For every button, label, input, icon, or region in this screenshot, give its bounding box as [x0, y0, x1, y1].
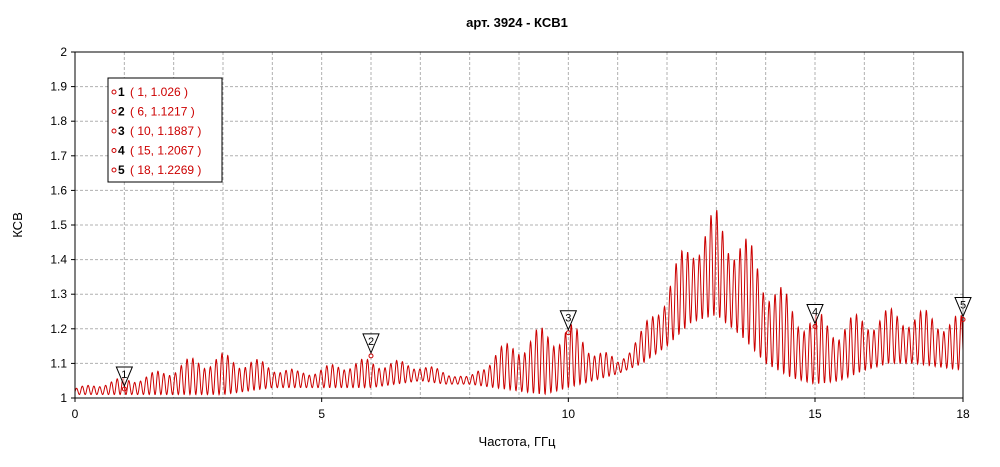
legend-box	[107, 77, 223, 183]
x-axis-label: Частота, ГГц	[479, 434, 556, 449]
chart-title: арт. 3924 - КСВ1	[466, 15, 568, 30]
x-tick-label: 18	[956, 407, 970, 421]
legend-marker-value: ( 15, 1.2067 )	[130, 144, 201, 158]
legend-marker-dot	[111, 128, 117, 134]
x-tick-label: 15	[808, 407, 822, 421]
x-tick-label: 10	[562, 407, 576, 421]
y-tick-label: 1.1	[50, 356, 67, 370]
y-axis-label: КСВ	[10, 212, 25, 238]
legend-marker-number: 2	[118, 105, 125, 119]
legend-marker-dot	[111, 109, 117, 114]
legend-marker-number: 4	[118, 144, 125, 158]
x-axis-ticks: 0 5 10 15 18	[72, 398, 970, 421]
y-axis-ticks: 1 1.1 1.2 1.3 1.4 1.5 1.6 1.7 1.8 1.9 2	[50, 45, 75, 405]
marker-triangle	[806, 303, 824, 325]
marker-number: 4	[812, 306, 818, 318]
marker-triangle	[115, 366, 134, 388]
marker-number: 2	[368, 336, 374, 348]
series-line	[74, 210, 964, 396]
legend-marker-value: ( 1, 1.026 )	[130, 85, 188, 99]
y-tick-label: 1.4	[50, 253, 67, 267]
marker-number: 3	[565, 313, 571, 325]
plot-area-frame	[74, 51, 964, 399]
marker-triangle	[362, 333, 380, 355]
y-tick-label: 1.7	[50, 149, 67, 163]
legend-marker-value: ( 10, 1.1887 )	[130, 124, 201, 138]
y-tick-label: 2	[60, 45, 67, 59]
y-tick-label: 1.6	[50, 183, 67, 197]
y-tick-label: 1.3	[50, 287, 67, 301]
y-tick-label: 1	[60, 391, 67, 405]
marker-triangle	[954, 296, 972, 318]
y-tick-label: 1.9	[50, 80, 67, 94]
markers: 1 2 3 4 5	[115, 296, 972, 392]
legend-marker-value: ( 6, 1.1217 )	[130, 105, 195, 119]
x-tick-label: 0	[72, 407, 79, 421]
marker-number: 1	[121, 369, 127, 381]
series-path	[74, 210, 964, 396]
legend-marker-dot	[111, 89, 117, 95]
x-tick-label: 5	[318, 407, 325, 421]
legend-marker-number: 1	[118, 85, 125, 99]
legend-marker-value: ( 18, 1.2269 )	[130, 163, 201, 177]
y-tick-label: 1.8	[50, 114, 67, 128]
marker-number: 5	[960, 299, 966, 311]
marker-legend: 1 ( 1, 1.026 ) 2 ( 6, 1.1217 ) 3 ( 10, 1.1887…	[107, 77, 223, 183]
legend-marker-number: 3	[118, 124, 125, 138]
legend-marker-dot	[111, 148, 117, 153]
legend-marker-dot	[111, 167, 117, 173]
legend-marker-number: 5	[118, 163, 125, 177]
y-tick-label: 1.2	[50, 322, 67, 336]
y-tick-label: 1.5	[50, 218, 67, 232]
marker-triangle	[559, 310, 578, 331]
